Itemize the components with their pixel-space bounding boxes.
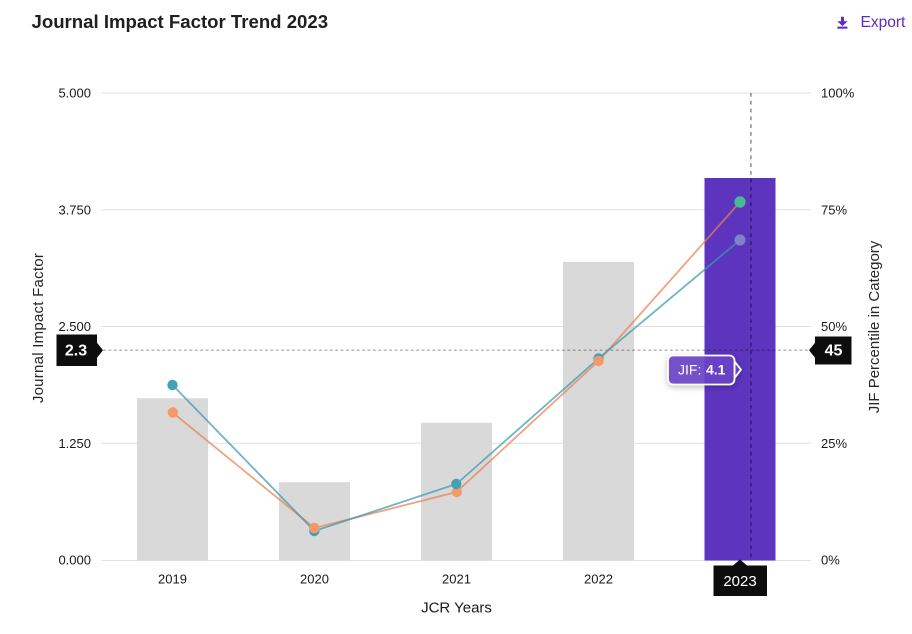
svg-text:5.000: 5.000 — [58, 86, 91, 101]
svg-text:75%: 75% — [821, 202, 847, 217]
svg-text:JIF:: JIF: — [678, 362, 701, 378]
svg-text:2019: 2019 — [158, 572, 187, 587]
svg-text:2.3: 2.3 — [65, 343, 87, 360]
svg-text:100%: 100% — [821, 86, 855, 101]
svg-text:3.750: 3.750 — [58, 202, 91, 217]
svg-text:0%: 0% — [821, 553, 840, 568]
svg-text:Journal Impact Factor: Journal Impact Factor — [30, 253, 47, 403]
svg-text:2020: 2020 — [300, 572, 329, 587]
svg-text:Journal Impact Factor Trend 20: Journal Impact Factor Trend 2023 — [32, 11, 329, 32]
svg-text:2022: 2022 — [584, 572, 613, 587]
svg-text:1.250: 1.250 — [58, 436, 91, 451]
svg-text:25%: 25% — [821, 436, 847, 451]
svg-text:2023: 2023 — [723, 573, 756, 590]
svg-text:JCR Years: JCR Years — [421, 600, 492, 617]
svg-text:45: 45 — [825, 343, 843, 360]
svg-text:JIF Percentile in Category: JIF Percentile in Category — [866, 240, 883, 413]
svg-text:0.000: 0.000 — [58, 553, 91, 568]
svg-text:Export: Export — [861, 14, 906, 31]
svg-text:50%: 50% — [821, 319, 847, 334]
svg-text:4.1: 4.1 — [706, 362, 726, 378]
svg-text:2021: 2021 — [442, 572, 471, 587]
svg-text:2.500: 2.500 — [58, 319, 91, 334]
